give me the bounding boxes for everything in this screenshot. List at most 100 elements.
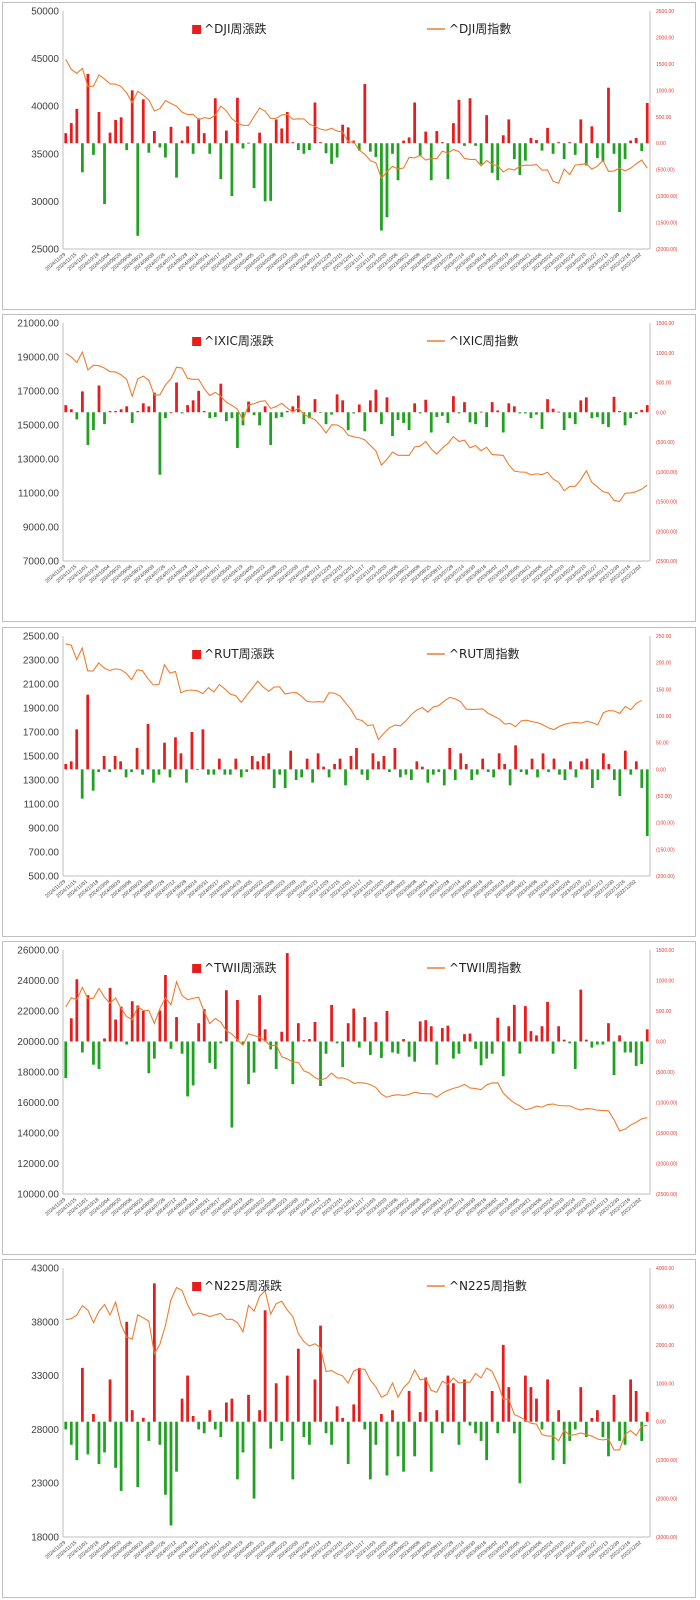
n225-change-bar	[224, 1402, 228, 1422]
n225-change-bar	[291, 1421, 295, 1480]
twii-change-bar	[429, 1026, 433, 1042]
dji-change-bar	[164, 143, 167, 158]
n225-change-bar	[236, 1421, 239, 1480]
n225-right-tick-label: (3000.00)	[656, 1535, 678, 1541]
rut-change-bar	[453, 769, 457, 780]
n225-change-bar	[463, 1379, 466, 1422]
twii-change-bar	[313, 1021, 317, 1042]
n225-left-tick-label: 18000	[31, 1533, 59, 1544]
twii-change-bar	[97, 1041, 101, 1069]
rut-legend-bar-label: ^RUT周漲跌	[204, 646, 275, 661]
n225-right-tick-label: (2000.00)	[656, 1497, 678, 1503]
n225-right-tick-label: (1000.00)	[656, 1458, 678, 1464]
n225-change-bar	[169, 1421, 173, 1526]
dji-index-line	[65, 59, 648, 184]
n225-right-tick-label: 3000.00	[656, 1304, 674, 1310]
twii-change-bar	[618, 1035, 621, 1042]
ixic-change-bar	[413, 403, 417, 413]
twii-change-bar	[291, 1041, 295, 1085]
n225-change-bar	[92, 1414, 95, 1422]
ixic-change-bar	[219, 383, 223, 413]
ixic-right-tick-label: (2500.00)	[656, 559, 678, 565]
twii-change-bar	[86, 995, 90, 1042]
twii-change-bar	[518, 1041, 522, 1054]
twii-change-bar	[590, 1041, 594, 1048]
twii-change-bar	[324, 1041, 328, 1054]
dji-change-bar	[429, 143, 433, 181]
rut-chart: 500.00 700.00 900.00 1100.00 1300.00 1500.00 1…	[23, 632, 675, 900]
ixic-change-bar	[551, 408, 555, 413]
n225-change-bar	[186, 1375, 189, 1422]
twii-change-bar	[285, 953, 289, 1042]
ixic-change-bar	[402, 412, 405, 423]
rut-left-tick-label: 500.00	[28, 872, 59, 883]
rut-change-bar	[409, 769, 413, 780]
n225-change-bar	[274, 1383, 278, 1422]
n225-change-bar	[623, 1421, 627, 1445]
dji-left-tick-label: 40000	[31, 102, 59, 113]
dji-change-bar	[413, 102, 417, 144]
twii-change-bar	[452, 1041, 455, 1059]
twii-change-bar	[274, 1041, 278, 1069]
ixic-change-bar	[69, 409, 73, 413]
twii-change-bar	[540, 1026, 544, 1042]
dji-change-bar	[418, 143, 422, 157]
n225-change-bar	[424, 1377, 428, 1422]
n225-chart: 18000 23000 28000 33000 38000 43000 (3000.00) (…	[31, 1264, 678, 1561]
rut-change-bar	[272, 769, 276, 788]
rut-change-bar	[146, 724, 150, 770]
twii-change-bar	[546, 1001, 549, 1042]
ixic-change-bar	[202, 411, 206, 413]
ixic-change-bar	[186, 405, 189, 413]
ixic-change-bar	[440, 412, 444, 416]
n225-change-bar	[490, 1390, 494, 1422]
ixic-change-bar	[197, 390, 201, 413]
twii-change-bar	[352, 1008, 356, 1042]
dji-change-bar	[180, 140, 184, 144]
rut-change-bar	[420, 766, 424, 770]
rut-change-bar	[519, 769, 523, 772]
n225-change-bar	[485, 1421, 489, 1461]
twii-change-bar	[380, 1041, 383, 1058]
dji-change-bar	[75, 108, 79, 144]
ixic-change-bar	[496, 410, 500, 413]
rut-change-bar	[645, 769, 649, 836]
twii-change-bar	[446, 1025, 450, 1042]
rut-change-bar	[508, 769, 512, 786]
rut-change-bar	[459, 753, 463, 770]
ixic-change-bar	[285, 411, 289, 413]
ixic-right-tick-label: (1000.00)	[656, 470, 678, 476]
twii-change-bar	[551, 1041, 555, 1054]
ixic-change-bar	[429, 412, 433, 433]
rut-left-tick-label: 1700.00	[23, 728, 60, 739]
dji-change-bar	[463, 143, 466, 146]
n225-change-bar	[263, 1310, 267, 1422]
n225-change-bar	[645, 1412, 649, 1422]
twii-change-bar	[607, 1023, 610, 1042]
ixic-change-bar	[75, 412, 79, 420]
rut-change-bar	[217, 758, 221, 770]
ixic-change-bar	[108, 411, 112, 413]
twii-change-bar	[396, 1041, 400, 1054]
ixic-change-bar	[518, 412, 522, 414]
rut-change-bar	[163, 742, 166, 770]
n225-left-tick-label: 28000	[31, 1425, 59, 1436]
n225-change-bar	[518, 1421, 522, 1484]
n225-change-bar	[440, 1421, 444, 1434]
dji-change-bar	[579, 119, 583, 144]
rut-change-bar	[607, 764, 611, 770]
rut-change-bar	[481, 758, 485, 770]
ixic-left-tick-label: 11000.00	[18, 489, 59, 500]
ixic-change-bar	[596, 412, 599, 418]
ixic-change-bar	[363, 412, 367, 432]
ixic-change-bar	[368, 400, 372, 413]
twii-change-bar	[468, 1033, 472, 1042]
rut-change-bar	[634, 761, 638, 770]
ixic-change-bar	[191, 400, 195, 413]
dji-right-tick-label: 500.00	[656, 115, 672, 121]
n225-change-bar	[413, 1421, 417, 1457]
ixic-right-tick-label: 500.00	[656, 381, 672, 387]
rut-change-bar	[283, 769, 287, 788]
twii-change-bar	[629, 1041, 633, 1053]
twii-change-bar	[114, 1019, 117, 1042]
